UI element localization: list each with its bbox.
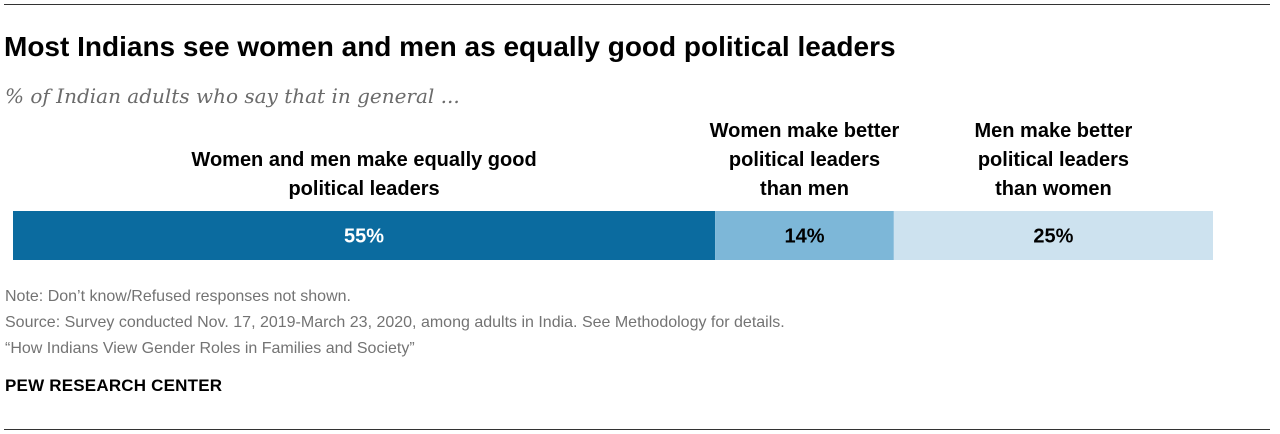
- value-label-2: 14%: [784, 226, 824, 248]
- footnote: Note: Don’t know/Refused responses not s…: [5, 288, 351, 305]
- chart-subtitle: % of Indian adults who say that in gener…: [5, 84, 460, 108]
- category-label-2: Women make better political leaders than m…: [710, 120, 900, 200]
- report-title: “How Indians View Gender Roles in Famili…: [5, 340, 415, 357]
- pew-logo-text: PEW RESEARCH CENTER: [5, 376, 223, 395]
- value-label-3: 25%: [1033, 226, 1073, 248]
- category-label-1: Women and men make equally good political…: [191, 149, 536, 200]
- category-label-3: Men make better political leaders than wom…: [975, 120, 1133, 200]
- top-rule: [4, 4, 1270, 5]
- bar-segment-1: [13, 211, 716, 260]
- value-label-1: 55%: [344, 226, 384, 248]
- bar-segment-2: [715, 211, 894, 260]
- bar-segment-3: [893, 211, 1213, 260]
- chart-title: Most Indians see women and men as equall…: [4, 31, 896, 62]
- source-note: Source: Survey conducted Nov. 17, 2019-M…: [5, 314, 785, 331]
- stacked-bar-chart: 55% Women and men make equally good politi…: [13, 120, 1213, 260]
- bottom-rule: [4, 429, 1270, 430]
